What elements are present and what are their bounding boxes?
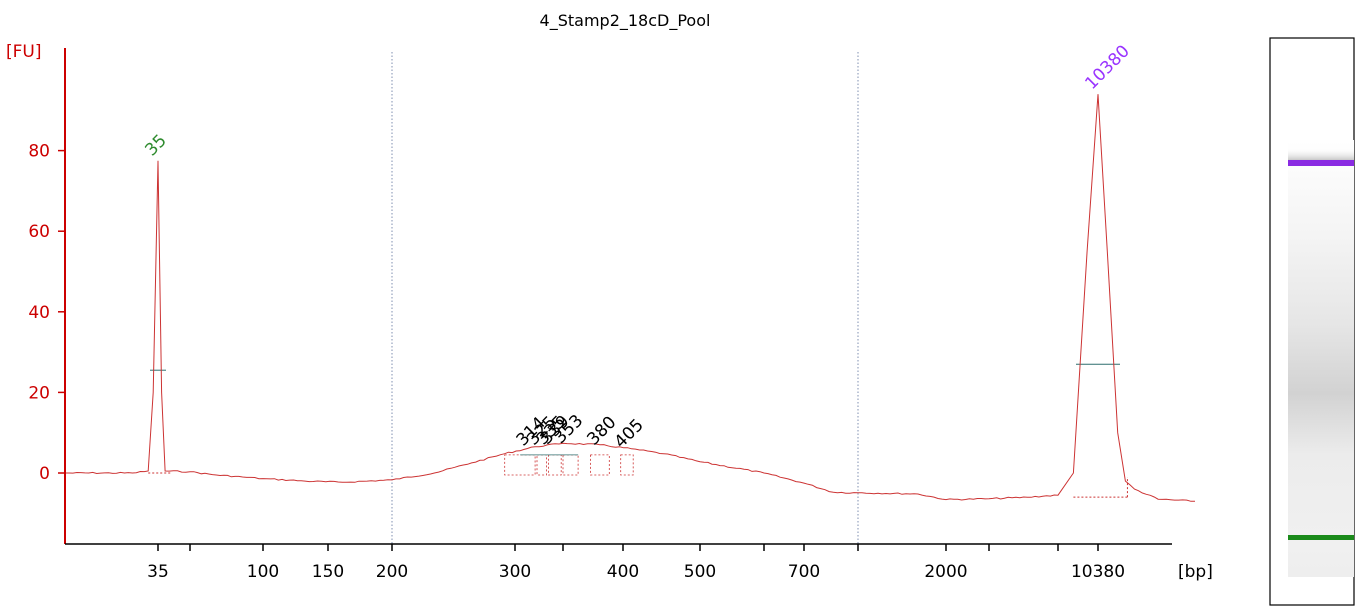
x-tick-label: 400 (607, 562, 639, 582)
region-box (548, 454, 562, 476)
y-tick-label: 0 (39, 464, 50, 484)
peak-label: 35 (141, 131, 170, 160)
region-box (620, 454, 634, 476)
y-tick-label: 20 (28, 383, 50, 403)
gel-band-upper-marker (1288, 160, 1354, 166)
x-tick-label: 35 (147, 562, 169, 582)
chart-title: 4_Stamp2_18cD_Pool (540, 11, 711, 31)
gel-lane-background (1288, 140, 1354, 577)
gel-band-lower-marker (1288, 535, 1354, 540)
gel-lane (1269, 37, 1355, 606)
region-box (590, 454, 610, 476)
x-tick-label: 100 (247, 562, 279, 582)
x-tick-label: 500 (684, 562, 716, 582)
y-tick-label: 60 (28, 222, 50, 242)
x-axis-unit: [bp] (1178, 562, 1213, 582)
peak-baselines (148, 363, 1128, 498)
x-tick-label: 150 (312, 562, 344, 582)
axes (64, 48, 1172, 545)
y-tick-label: 80 (28, 142, 50, 162)
region-box (504, 454, 536, 476)
region-box (562, 454, 579, 476)
y-tick-label: 40 (28, 303, 50, 323)
x-tick-label: 300 (499, 562, 531, 582)
x-tick-label: 700 (788, 562, 820, 582)
peak-label: 10380 (1081, 41, 1133, 93)
gridlines (391, 52, 859, 544)
y-ticks: 0 20 40 60 80 (28, 142, 65, 484)
y-axis-unit: [FU] (6, 42, 42, 62)
region-boxes (504, 454, 634, 476)
gel-band-glow (1288, 148, 1354, 160)
x-ticks: 35 100 150 200 300 400 500 700 2000 10380 (147, 544, 1125, 582)
region-box (536, 454, 547, 476)
series-line (65, 94, 1196, 502)
x-tick-label: 200 (376, 562, 408, 582)
x-tick-label: 2000 (924, 562, 967, 582)
x-tick-label: 10380 (1071, 562, 1125, 582)
series-layer (65, 94, 1196, 502)
